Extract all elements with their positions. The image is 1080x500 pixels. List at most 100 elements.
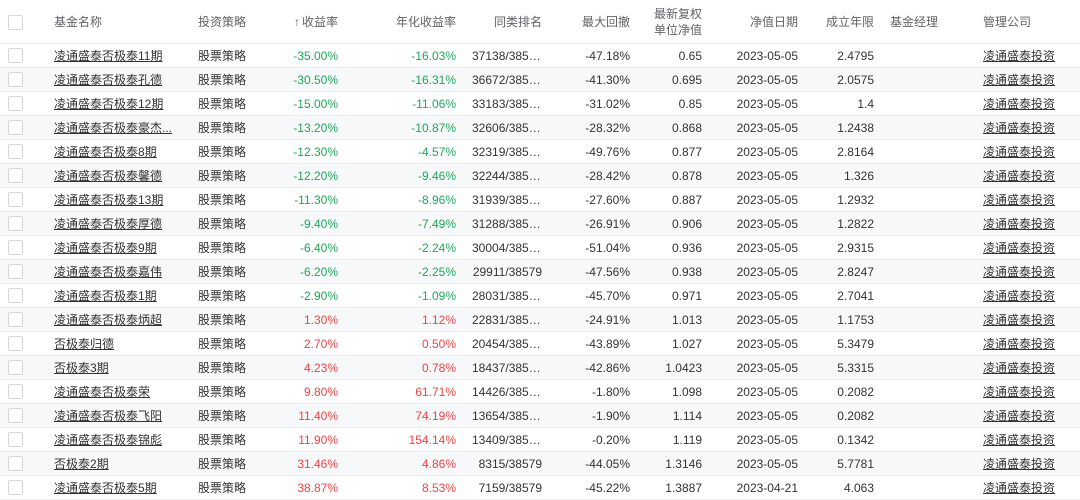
max-drawdown-cell: -26.91% xyxy=(550,211,638,236)
row-checkbox[interactable] xyxy=(8,456,23,472)
fund-name-link[interactable]: 凌通盛泰否极泰1期 xyxy=(54,289,157,303)
fund-name-link[interactable]: 凌通盛泰否极泰8期 xyxy=(54,145,157,159)
company-link[interactable]: 凌通盛泰投资 xyxy=(983,409,1056,423)
col-header-nav-date[interactable]: 净值日期 xyxy=(710,0,806,44)
table-row: 凌通盛泰否极泰荣 股票策略 9.80% 61.71% 14426/38579 -… xyxy=(0,379,1080,404)
fund-name-cell: 凌通盛泰否极泰13期 xyxy=(46,187,190,212)
annual-return-cell: -4.57% xyxy=(346,139,464,164)
row-checkbox[interactable] xyxy=(8,168,23,184)
row-checkbox[interactable] xyxy=(8,120,23,136)
company-link[interactable]: 凌通盛泰投资 xyxy=(983,289,1056,303)
fund-name-link[interactable]: 否极泰2期 xyxy=(54,457,109,471)
annual-return-cell: 0.50% xyxy=(346,331,464,356)
fund-name-link[interactable]: 凌通盛泰否极泰厚德 xyxy=(54,217,163,231)
annual-return-cell: -16.31% xyxy=(346,67,464,92)
annual-return-cell: -1.09% xyxy=(346,283,464,308)
row-checkbox[interactable] xyxy=(8,240,23,256)
row-checkbox[interactable] xyxy=(8,192,23,208)
col-header-latest-nav[interactable]: 最新复权单位净值 xyxy=(638,0,710,44)
col-header-fund-manager[interactable]: 基金经理 xyxy=(882,0,975,44)
fund-name-link[interactable]: 凌通盛泰否极泰5期 xyxy=(54,481,157,495)
manager-cell xyxy=(882,283,975,308)
fund-name-link[interactable]: 凌通盛泰否极泰锦彪 xyxy=(54,433,163,447)
company-link[interactable]: 凌通盛泰投资 xyxy=(983,337,1056,351)
row-checkbox[interactable] xyxy=(8,96,23,112)
company-cell: 凌通盛泰投资 xyxy=(975,67,1080,92)
fund-name-link[interactable]: 凌通盛泰否极泰11期 xyxy=(54,49,163,63)
table-header: 基金名称 投资策略 ↑ 收益率 年化收益率 同类排名 最大回撤 最新复权单位净值 … xyxy=(0,0,1080,44)
manager-cell xyxy=(882,43,975,68)
company-link[interactable]: 凌通盛泰投资 xyxy=(983,97,1056,111)
row-checkbox[interactable] xyxy=(8,288,23,304)
row-checkbox[interactable] xyxy=(8,264,23,280)
company-link[interactable]: 凌通盛泰投资 xyxy=(983,145,1056,159)
table-row: 凌通盛泰否极泰馨德 股票策略 -12.20% -9.46% 32244/3859… xyxy=(0,163,1080,188)
fund-name-link[interactable]: 凌通盛泰否极泰9期 xyxy=(54,241,157,255)
row-checkbox[interactable] xyxy=(8,48,23,64)
company-cell: 凌通盛泰投资 xyxy=(975,235,1080,260)
row-checkbox[interactable] xyxy=(8,408,23,424)
col-header-years-established[interactable]: 成立年限 xyxy=(806,0,882,44)
company-link[interactable]: 凌通盛泰投资 xyxy=(983,193,1056,207)
company-link[interactable]: 凌通盛泰投资 xyxy=(983,481,1056,495)
fund-name-link[interactable]: 凌通盛泰否极泰飞阳 xyxy=(54,409,163,423)
fund-name-cell: 凌通盛泰否极泰12期 xyxy=(46,91,190,116)
company-link[interactable]: 凌通盛泰投资 xyxy=(983,169,1056,183)
fund-name-link[interactable]: 否极泰归德 xyxy=(54,337,115,351)
manager-cell xyxy=(882,91,975,116)
row-checkbox[interactable] xyxy=(8,360,23,376)
col-header-rank[interactable]: 同类排名 xyxy=(464,0,550,44)
col-header-max-drawdown[interactable]: 最大回撤 xyxy=(550,0,638,44)
max-drawdown-cell: -28.42% xyxy=(550,163,638,188)
row-checkbox[interactable] xyxy=(8,432,23,448)
fund-name-cell: 否极泰2期 xyxy=(46,451,190,476)
col-header-annual-return[interactable]: 年化收益率 xyxy=(346,0,464,44)
col-header-return[interactable]: ↑ 收益率 xyxy=(280,0,346,44)
company-link[interactable]: 凌通盛泰投资 xyxy=(983,73,1056,87)
company-link[interactable]: 凌通盛泰投资 xyxy=(983,217,1056,231)
fund-name-link[interactable]: 凌通盛泰否极泰嘉伟 xyxy=(54,265,163,279)
company-link[interactable]: 凌通盛泰投资 xyxy=(983,121,1056,135)
fund-name-link[interactable]: 凌通盛泰否极泰孔德 xyxy=(54,73,163,87)
manager-cell xyxy=(882,163,975,188)
row-checkbox[interactable] xyxy=(8,336,23,352)
company-link[interactable]: 凌通盛泰投资 xyxy=(983,457,1056,471)
row-checkbox[interactable] xyxy=(8,384,23,400)
company-link[interactable]: 凌通盛泰投资 xyxy=(983,265,1056,279)
rank-cell: 30004/38579 xyxy=(464,235,550,260)
row-checkbox[interactable] xyxy=(8,480,23,496)
rank-cell: 13409/38579 xyxy=(464,427,550,452)
fund-name-cell: 凌通盛泰否极泰荣 xyxy=(46,379,190,404)
return-cell: -12.30% xyxy=(280,139,346,164)
nav-date-cell: 2023-05-05 xyxy=(710,187,806,212)
row-checkbox[interactable] xyxy=(8,312,23,328)
row-checkbox[interactable] xyxy=(8,216,23,232)
fund-name-link[interactable]: 凌通盛泰否极泰馨德 xyxy=(54,169,163,183)
col-header-management-company[interactable]: 管理公司 xyxy=(975,0,1080,44)
table-row: 凌通盛泰否极泰飞阳 股票策略 11.40% 74.19% 13654/38579… xyxy=(0,403,1080,428)
fund-name-link[interactable]: 凌通盛泰否极泰12期 xyxy=(54,97,164,111)
company-link[interactable]: 凌通盛泰投资 xyxy=(983,49,1056,63)
fund-name-link[interactable]: 凌通盛泰否极泰13期 xyxy=(54,193,164,207)
col-header-strategy[interactable]: 投资策略 xyxy=(190,0,280,44)
fund-name-link[interactable]: 凌通盛泰否极泰荣 xyxy=(54,385,151,399)
fund-name-link[interactable]: 凌通盛泰否极泰炳超 xyxy=(54,313,163,327)
strategy-cell: 股票策略 xyxy=(190,211,280,236)
fund-name-link[interactable]: 凌通盛泰否极泰豪杰... xyxy=(54,121,173,135)
company-link[interactable]: 凌通盛泰投资 xyxy=(983,241,1056,255)
return-cell: -30.50% xyxy=(280,67,346,92)
rank-cell: 36672/38579 xyxy=(464,67,550,92)
col-header-fund-name[interactable]: 基金名称 xyxy=(46,0,190,44)
company-link[interactable]: 凌通盛泰投资 xyxy=(983,385,1056,399)
fund-name-link[interactable]: 否极泰3期 xyxy=(54,361,109,375)
nav-date-cell: 2023-05-05 xyxy=(710,163,806,188)
select-all-checkbox[interactable] xyxy=(8,14,23,30)
row-checkbox[interactable] xyxy=(8,72,23,88)
table-row: 凌通盛泰否极泰孔德 股票策略 -30.50% -16.31% 36672/385… xyxy=(0,67,1080,92)
fund-name-cell: 凌通盛泰否极泰炳超 xyxy=(46,307,190,332)
row-checkbox[interactable] xyxy=(8,144,23,160)
company-link[interactable]: 凌通盛泰投资 xyxy=(983,361,1056,375)
company-link[interactable]: 凌通盛泰投资 xyxy=(983,433,1056,447)
company-link[interactable]: 凌通盛泰投资 xyxy=(983,313,1056,327)
nav-date-cell: 2023-05-05 xyxy=(710,427,806,452)
